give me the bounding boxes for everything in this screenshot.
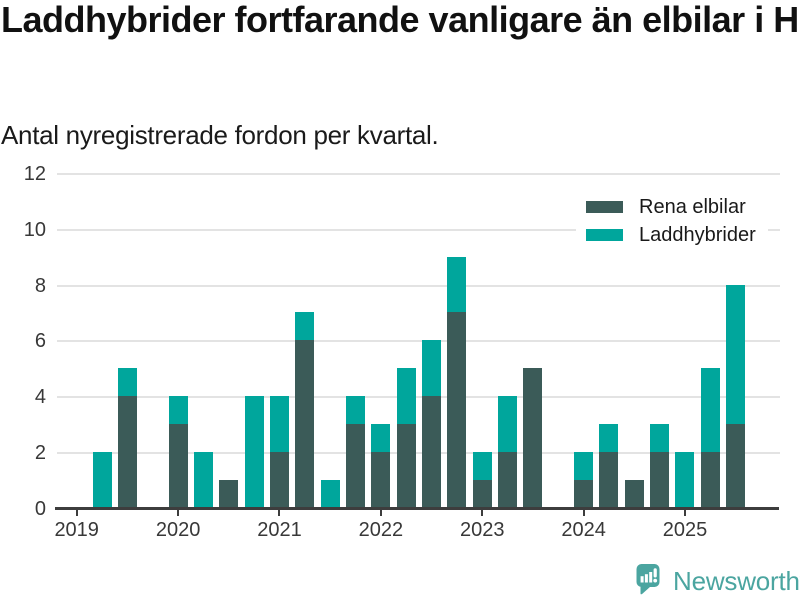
x-axis-line <box>55 507 779 510</box>
legend: Rena elbilar Laddhybrider <box>576 188 768 256</box>
bar-rena-elbilar-2024kv1 <box>574 479 594 508</box>
bar-rena-elbilar-2022kv4 <box>447 312 467 508</box>
bar-laddhybrider-2021kv3 <box>320 479 340 508</box>
bar-laddhybrider-2022kv4 <box>447 256 467 313</box>
x-axis-tick-2025 <box>683 510 686 516</box>
x-axis-tick-2019 <box>75 510 78 516</box>
bar-laddhybrider-2024kv1 <box>574 451 594 480</box>
bar-laddhybrider-2023kv1 <box>472 451 492 480</box>
bar-rena-elbilar-2024kv4 <box>650 451 670 508</box>
y-axis-label-12: 12 <box>23 163 46 185</box>
bar-laddhybrider-2024kv2 <box>599 423 619 452</box>
bar-rena-elbilar-2024kv3 <box>624 479 644 508</box>
x-axis-tick-2024 <box>582 510 585 516</box>
chart-subtitle: Antal nyregistrerade fordon per kvartal. <box>1 120 439 150</box>
x-axis-label-2022: 2022 <box>358 519 404 541</box>
x-axis-tick-2021 <box>278 510 281 516</box>
x-axis-label-2023: 2023 <box>459 519 505 541</box>
bar-rena-elbilar-2025kv3 <box>726 423 746 508</box>
bar-laddhybrider-2025kv2 <box>700 368 720 452</box>
gridline-y10 <box>57 228 780 231</box>
bar-rena-elbilar-2023kv3 <box>523 368 543 508</box>
y-axis-label-4: 4 <box>34 386 46 408</box>
bar-rena-elbilar-2023kv2 <box>498 451 518 508</box>
y-axis-label-10: 10 <box>23 218 46 241</box>
x-axis-label-2020: 2020 <box>155 519 201 541</box>
bar-laddhybrider-2020kv2 <box>193 451 213 508</box>
bar-rena-elbilar-2022kv3 <box>422 396 442 508</box>
bar-rena-elbilar-2020kv3 <box>219 479 239 508</box>
gridline-y8 <box>57 284 780 287</box>
legend-swatch-laddhybrider <box>586 229 623 241</box>
newsworthy-speech-bubble-barchart-icon <box>636 564 660 595</box>
gridline-y2 <box>57 451 780 454</box>
gridline-y4 <box>57 396 780 398</box>
newsworthy-logo[interactable]: Newsworthy <box>636 564 800 597</box>
legend-item-rena-elbilar: Rena elbilar <box>586 193 756 221</box>
bar-laddhybrider-2021kv1 <box>269 396 289 452</box>
gridline-y12 <box>57 173 780 175</box>
bar-rena-elbilar-2022kv1 <box>371 451 391 508</box>
x-axis-label-2024: 2024 <box>561 519 606 541</box>
bar-laddhybrider-2023kv2 <box>498 396 518 452</box>
bar-laddhybrider-2020kv4 <box>244 396 264 508</box>
bar-rena-elbilar-2023kv1 <box>472 479 492 508</box>
legend-label-laddhybrider: Laddhybrider <box>639 223 756 246</box>
legend-item-laddhybrider: Laddhybrider <box>586 221 756 249</box>
bar-rena-elbilar-2024kv2 <box>599 451 619 508</box>
x-axis-label-2021: 2021 <box>257 519 302 541</box>
x-axis-tick-2020 <box>177 510 180 516</box>
bar-rena-elbilar-2021kv2 <box>295 340 315 508</box>
bar-rena-elbilar-2020kv1 <box>168 423 188 508</box>
y-axis-label-6: 6 <box>34 330 46 353</box>
bar-laddhybrider-2021kv2 <box>295 312 315 341</box>
legend-label-rena-elbilar: Rena elbilar <box>639 195 746 218</box>
bar-laddhybrider-2021kv4 <box>345 396 365 424</box>
bar-laddhybrider-2019kv3 <box>117 368 137 396</box>
bar-laddhybrider-2022kv3 <box>422 340 442 396</box>
bar-laddhybrider-2022kv1 <box>371 423 391 452</box>
legend-swatch-rena-elbilar <box>586 201 623 213</box>
x-axis-tick-2023 <box>481 510 484 516</box>
y-axis-label-8: 8 <box>34 274 46 297</box>
x-axis-label-2019: 2019 <box>54 519 99 541</box>
bar-laddhybrider-2024kv4 <box>650 423 670 452</box>
x-axis-label-2025: 2025 <box>662 519 708 541</box>
chart-title: Laddhybrider fortfarande vanligare än el… <box>1 0 800 40</box>
bar-rena-elbilar-2021kv1 <box>269 451 289 508</box>
bar-laddhybrider-2020kv1 <box>168 396 188 424</box>
bar-rena-elbilar-2022kv2 <box>396 423 416 508</box>
y-axis-label-2: 2 <box>34 441 46 464</box>
bar-laddhybrider-2019kv2 <box>92 451 112 508</box>
bar-rena-elbilar-2019kv3 <box>117 396 137 508</box>
brand-name: Newsworthy <box>673 566 800 596</box>
gridline-y6 <box>57 340 780 343</box>
bar-rena-elbilar-2025kv2 <box>700 451 720 508</box>
bar-laddhybrider-2022kv2 <box>396 368 416 424</box>
bar-laddhybrider-2025kv1 <box>675 451 695 508</box>
x-axis-tick-2022 <box>379 510 382 516</box>
bar-laddhybrider-2025kv3 <box>726 284 746 424</box>
y-axis-label-0: 0 <box>34 497 46 520</box>
bar-rena-elbilar-2021kv4 <box>345 423 365 508</box>
